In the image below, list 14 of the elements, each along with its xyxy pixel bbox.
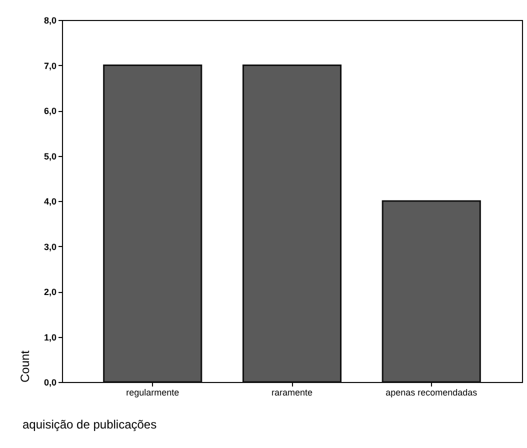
y-tick-label: 5,0 <box>44 151 56 162</box>
x-tick-label: regularmente <box>126 388 180 398</box>
y-tick-label: 8,0 <box>44 16 56 26</box>
x-axis-title: aquisição de publicações <box>22 418 157 432</box>
y-tick-label: 7,0 <box>44 60 56 71</box>
y-tick-label: 6,0 <box>44 106 56 116</box>
y-tick-label: 4,0 <box>44 196 56 206</box>
x-tick-label: raramente <box>271 388 313 398</box>
y-tick-label: 1,0 <box>44 332 56 342</box>
y-tick-label: 0,0 <box>44 378 56 388</box>
x-tick-label: apenas recomendadas <box>386 388 478 398</box>
y-tick-label: 3,0 <box>44 242 56 252</box>
y-axis-title: Count <box>18 350 32 382</box>
y-tick-label: 2,0 <box>44 287 56 297</box>
